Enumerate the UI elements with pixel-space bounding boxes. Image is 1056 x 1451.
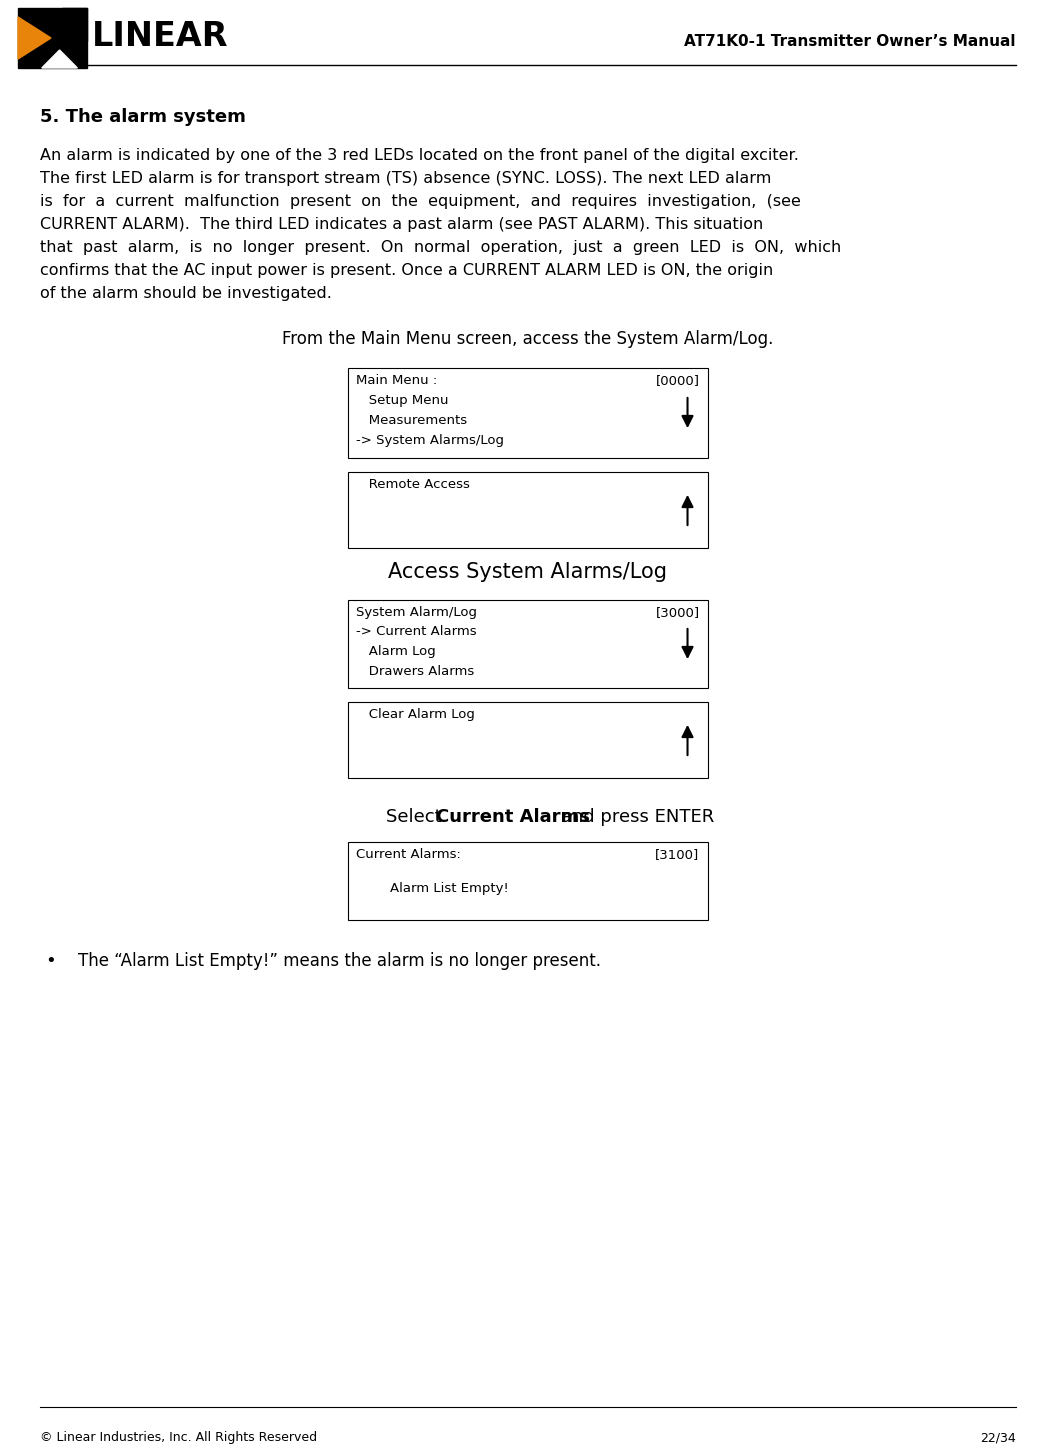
Text: that  past  alarm,  is  no  longer  present.  On  normal  operation,  just  a  g: that past alarm, is no longer present. O… xyxy=(40,239,842,255)
Text: confirms that the AC input power is present. Once a CURRENT ALARM LED is ON, the: confirms that the AC input power is pres… xyxy=(40,263,773,279)
Text: Main Menu :: Main Menu : xyxy=(357,374,438,387)
Text: Alarm List Empty!: Alarm List Empty! xyxy=(357,882,509,895)
Text: -> Current Alarms: -> Current Alarms xyxy=(357,625,477,638)
Bar xyxy=(348,842,708,920)
Text: Drawers Alarms: Drawers Alarms xyxy=(357,665,475,678)
Text: Clear Alarm Log: Clear Alarm Log xyxy=(357,708,475,721)
Polygon shape xyxy=(61,9,87,41)
Text: The “Alarm List Empty!” means the alarm is no longer present.: The “Alarm List Empty!” means the alarm … xyxy=(78,952,601,971)
Polygon shape xyxy=(18,17,51,59)
Text: The first LED alarm is for transport stream (TS) absence (SYNC. LOSS). The next : The first LED alarm is for transport str… xyxy=(40,171,772,186)
Text: is  for  a  current  malfunction  present  on  the  equipment,  and  requires  i: is for a current malfunction present on … xyxy=(40,194,802,209)
Bar xyxy=(348,472,708,548)
Text: © Linear Industries, Inc. All Rights Reserved: © Linear Industries, Inc. All Rights Res… xyxy=(40,1432,317,1445)
Text: Current Alarms: Current Alarms xyxy=(436,808,590,826)
Text: Current Alarms:: Current Alarms: xyxy=(357,847,461,860)
Bar xyxy=(348,369,708,459)
Text: From the Main Menu screen, access the System Alarm/Log.: From the Main Menu screen, access the Sy… xyxy=(282,329,774,348)
Text: Remote Access: Remote Access xyxy=(357,477,470,490)
Text: [3100]: [3100] xyxy=(656,847,699,860)
Text: Alarm Log: Alarm Log xyxy=(357,646,436,657)
Bar xyxy=(348,702,708,778)
Text: Access System Alarms/Log: Access System Alarms/Log xyxy=(389,562,667,582)
Text: [3000]: [3000] xyxy=(656,607,699,620)
Text: AT71K0-1 Transmitter Owner’s Manual: AT71K0-1 Transmitter Owner’s Manual xyxy=(684,35,1016,49)
Text: CURRENT ALARM).  The third LED indicates a past alarm (see PAST ALARM). This sit: CURRENT ALARM). The third LED indicates … xyxy=(40,218,763,232)
Polygon shape xyxy=(42,49,77,68)
Text: 5. The alarm system: 5. The alarm system xyxy=(40,107,246,126)
Bar xyxy=(348,601,708,688)
Text: An alarm is indicated by one of the 3 red LEDs located on the front panel of the: An alarm is indicated by one of the 3 re… xyxy=(40,148,799,163)
Text: and press ENTER: and press ENTER xyxy=(555,808,714,826)
Text: Measurements: Measurements xyxy=(357,414,468,427)
Text: of the alarm should be investigated.: of the alarm should be investigated. xyxy=(40,286,332,300)
Text: Select: Select xyxy=(385,808,447,826)
Text: -> System Alarms/Log: -> System Alarms/Log xyxy=(357,434,505,447)
Bar xyxy=(18,9,87,68)
Text: Setup Menu: Setup Menu xyxy=(357,395,449,406)
Text: LINEAR: LINEAR xyxy=(92,20,228,54)
Text: System Alarm/Log: System Alarm/Log xyxy=(357,607,477,620)
Text: 22/34: 22/34 xyxy=(980,1432,1016,1445)
Text: [0000]: [0000] xyxy=(656,374,699,387)
Text: •: • xyxy=(45,952,56,971)
